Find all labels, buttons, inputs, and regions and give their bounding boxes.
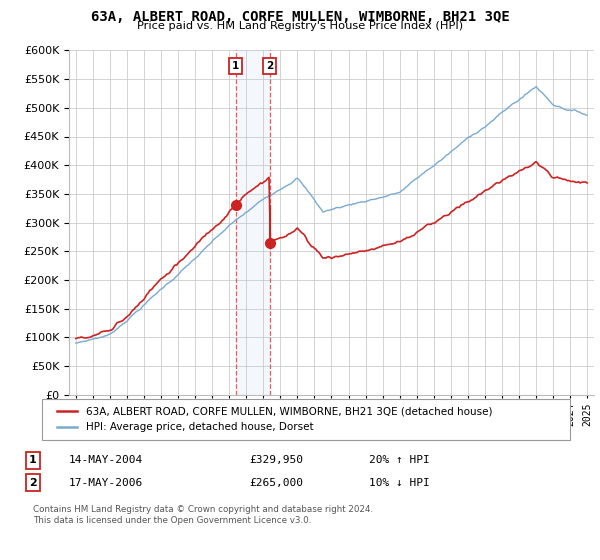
Text: 1: 1 [232, 61, 239, 71]
Bar [236, 50, 269, 395]
Text: 17-MAY-2006: 17-MAY-2006 [69, 478, 143, 488]
Text: 10% ↓ HPI: 10% ↓ HPI [369, 478, 430, 488]
Text: 14-MAY-2004: 14-MAY-2004 [69, 455, 143, 465]
Text: £265,000: £265,000 [249, 478, 303, 488]
Text: 63A, ALBERT ROAD, CORFE MULLEN, WIMBORNE, BH21 3QE: 63A, ALBERT ROAD, CORFE MULLEN, WIMBORNE… [91, 10, 509, 24]
Text: 20% ↑ HPI: 20% ↑ HPI [369, 455, 430, 465]
Text: £329,950: £329,950 [249, 455, 303, 465]
Text: 1: 1 [29, 455, 37, 465]
Text: Contains HM Land Registry data © Crown copyright and database right 2024.
This d: Contains HM Land Registry data © Crown c… [33, 505, 373, 525]
Text: Price paid vs. HM Land Registry's House Price Index (HPI): Price paid vs. HM Land Registry's House … [137, 21, 463, 31]
FancyBboxPatch shape [42, 399, 570, 440]
Text: 2: 2 [266, 61, 273, 71]
Legend: 63A, ALBERT ROAD, CORFE MULLEN, WIMBORNE, BH21 3QE (detached house), HPI: Averag: 63A, ALBERT ROAD, CORFE MULLEN, WIMBORNE… [52, 403, 496, 436]
Text: 2: 2 [29, 478, 37, 488]
